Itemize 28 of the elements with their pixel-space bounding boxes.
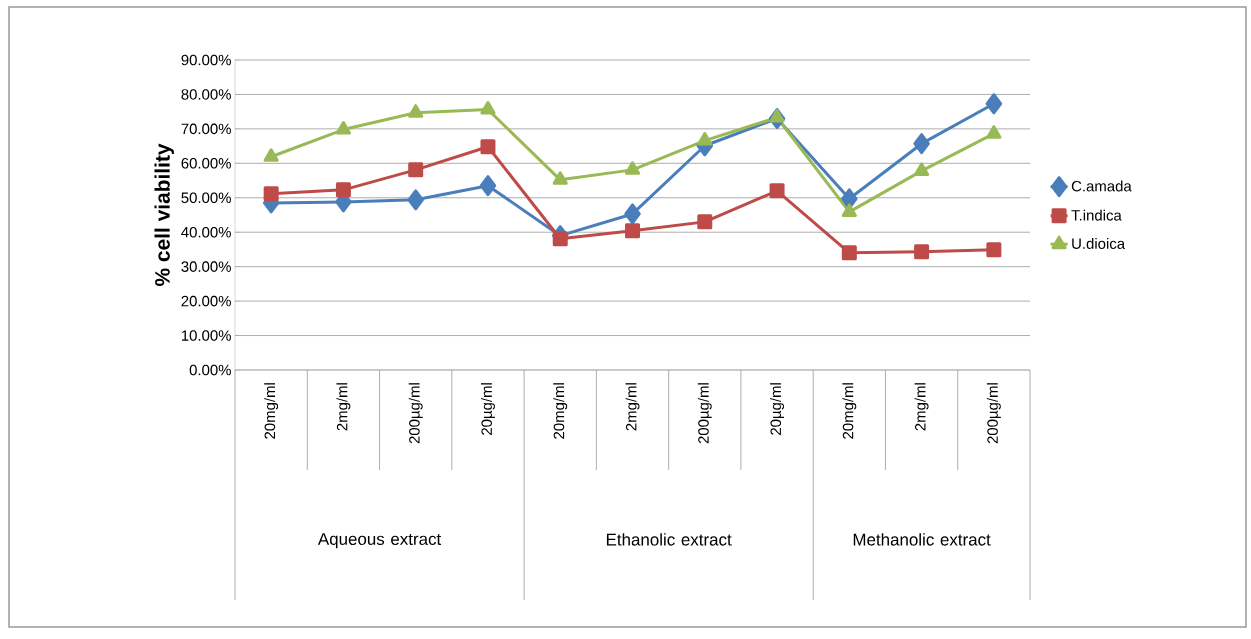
legend-label: U.dioica [1072,237,1126,249]
y-tick-label: 0.00% [189,364,231,376]
y-tick-label: 60.00% [181,158,231,169]
y-tick-label: 50.00% [181,192,231,204]
x-tick-label: 20µg/ml [481,383,495,435]
y-tick-label: 30.00% [181,261,231,272]
x-tick-label: 200µg/ml [408,383,423,444]
y-axis-title: % cell viability [154,143,174,286]
x-tick-label: 200µg/ml [697,383,712,444]
y-tick-label: 10.00% [181,330,231,341]
legend-label: C.amada [1071,180,1132,192]
x-tick-label: 2mg/ml [336,383,351,431]
text: Aqueous extract [317,533,442,549]
x-tick-label: 20µg/ml [770,383,785,435]
y-tick-label: 40.00% [181,226,231,238]
x-tick-label: 20mg/ml [264,383,279,439]
text: Ethanolic extract [606,533,732,546]
x-tick-label: 20mg/ml [553,383,568,439]
y-tick-label: 90.00% [181,54,231,66]
legend-label: T.indica [1071,209,1122,221]
x-tick-label: 2mg/ml [914,383,929,431]
x-tick-label: 20mg/ml [842,383,857,439]
y-tick-label: 20.00% [181,295,231,307]
y-tick-label: 80.00% [181,89,231,100]
y-tick-label: 70.00% [181,123,231,135]
x-tick-label: 200µg/ml [986,383,1001,444]
text: Methanolic extract [853,533,991,546]
x-tick-label: 2mg/ml [625,383,640,431]
